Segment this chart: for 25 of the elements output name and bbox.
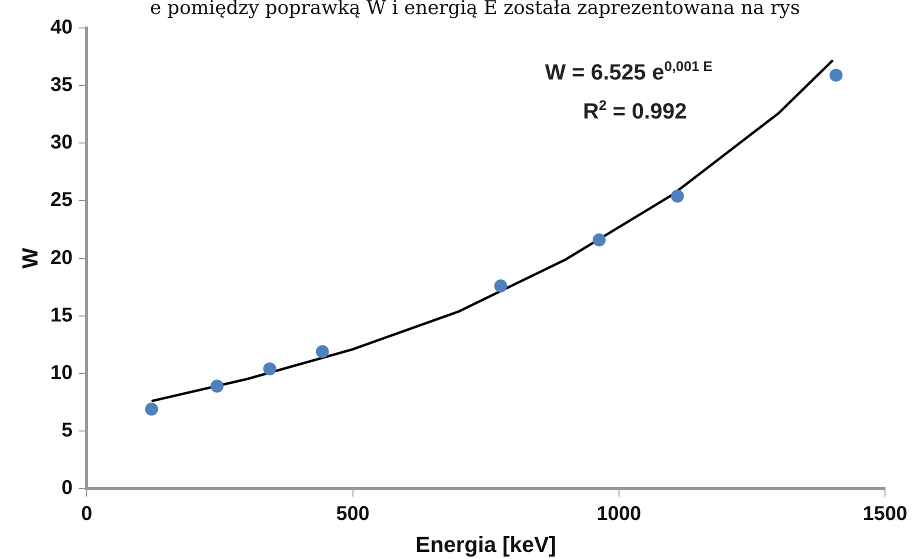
point: [494, 279, 508, 292]
x-tick-label: 1000: [596, 503, 642, 526]
x-tick-label: 0: [81, 503, 92, 526]
y-axis-title: W: [17, 248, 42, 269]
y-tick-label: 5: [62, 420, 73, 442]
point: [316, 345, 329, 358]
y-tick-label: 25: [50, 189, 73, 212]
y-tick-label: 40: [50, 16, 73, 39]
y-tick-label: 0: [62, 477, 73, 500]
point: [830, 68, 843, 82]
y-tick-label: 35: [50, 74, 73, 96]
annotation: R$^{2}$ = 0.992: [583, 97, 687, 124]
point: [210, 380, 224, 393]
y-tick-label: 20: [50, 246, 73, 269]
y-tick-label: 30: [50, 132, 73, 154]
annotation: W = 6.525 e$^{0,001 E}$: [545, 58, 713, 86]
x-tick-label: 1500: [862, 503, 908, 526]
y-tick-label: 15: [50, 304, 73, 326]
y-tick-label: 10: [50, 362, 73, 384]
point: [263, 362, 276, 376]
point: [670, 190, 684, 203]
x-axis-title: Energia [keV]: [416, 532, 556, 557]
x-tick-label: 500: [336, 503, 370, 526]
point: [145, 402, 158, 416]
point: [592, 233, 606, 246]
